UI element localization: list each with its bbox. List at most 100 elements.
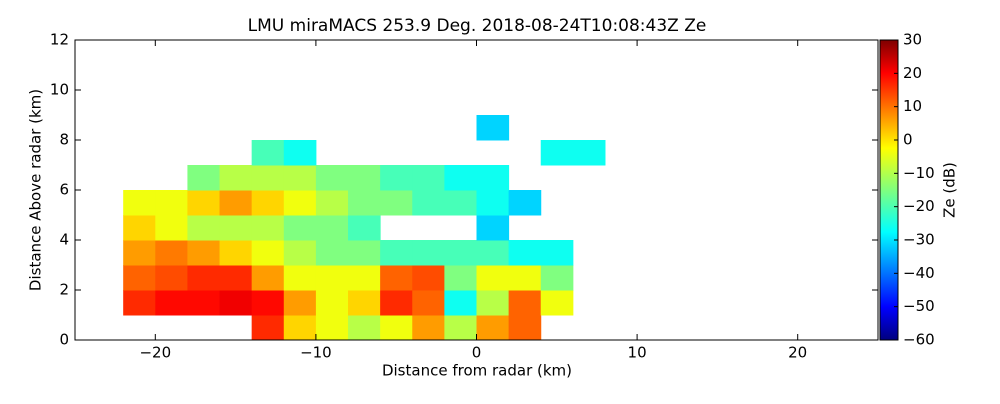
radar-cell [219,190,253,216]
radar-cell [155,240,188,266]
x-tick-label: 0 [472,344,482,362]
radar-cell [540,140,574,166]
radar-cell [348,315,381,341]
radar-cell [251,240,285,266]
colorbar-tick-label: 30 [903,31,922,49]
radar-cell [540,290,574,316]
radar-cell [123,290,156,316]
radar-cell [444,165,477,191]
radar-cell [283,290,317,316]
radar-cell [251,215,285,241]
radar-cell [348,215,381,241]
radar-cell [508,290,542,316]
y-tick-label: 6 [59,181,69,199]
radar-cell [348,265,381,291]
radar-cell [283,240,317,266]
radar-cell [187,165,221,191]
radar-cell [219,240,253,266]
radar-cell [444,290,477,316]
radar-cell [444,240,477,266]
radar-cell [187,265,221,291]
radar-cell [348,190,381,216]
radar-cell [251,190,285,216]
radar-cell [155,265,188,291]
radar-cell [123,240,156,266]
y-axis-label: Distance Above radar (km) [27,89,45,291]
radar-cell [155,190,188,216]
radar-cell [476,315,510,341]
radar-cell [219,290,253,316]
radar-cell [283,315,317,341]
radar-cell [283,190,317,216]
radar-cell [476,240,510,266]
radar-cell [380,190,413,216]
radar-cell [380,290,413,316]
radar-cell [508,265,542,291]
radar-cell [380,265,413,291]
radar-cell [476,115,510,141]
radar-cell [476,290,510,316]
radar-cell [412,240,445,266]
radar-cell [380,165,413,191]
radar-cell [315,215,349,241]
radar-cell [476,215,510,241]
radar-cell [412,315,445,341]
radar-cell [508,190,542,216]
radar-cell [283,265,317,291]
colorbar [879,39,899,341]
radar-cell [251,265,285,291]
radar-cell [315,240,349,266]
y-tick-label: 8 [59,131,69,149]
radar-cell [219,165,253,191]
radar-cell [219,265,253,291]
chart-title: LMU miraMACS 253.9 Deg. 2018-08-24T10:08… [248,16,707,36]
radar-cell [251,140,285,166]
radar-cell [123,265,156,291]
radar-cell [251,290,285,316]
radar-cell [540,240,574,266]
y-tick-label: 0 [59,331,69,349]
radar-cell [187,190,221,216]
radar-cell [155,215,188,241]
radar-cell [572,140,606,166]
radar-cell [444,315,477,341]
y-tick-label: 10 [50,81,69,99]
x-tick-label: 20 [788,344,807,362]
radar-cell [251,315,285,341]
radar-cell [540,265,574,291]
colorbar-tick-label: −10 [903,164,935,182]
radar-cell [380,240,413,266]
x-tick-label: −20 [139,344,171,362]
radar-cell [315,315,349,341]
radar-cell [315,290,349,316]
radar-cell [315,190,349,216]
radar-cell [412,165,445,191]
x-tick-label: 10 [628,344,647,362]
colorbar-tick-label: −50 [903,297,935,315]
radar-cell [380,315,413,341]
radar-cell [155,290,188,316]
radar-cell [444,190,477,216]
colorbar-tick-label: −20 [903,197,935,215]
radar-cell [508,315,542,341]
colorbar-tick-label: 0 [903,131,913,149]
x-tick-label: −10 [300,344,332,362]
colorbar-tick-label: −60 [903,331,935,349]
radar-cell [476,265,510,291]
colorbar-tick-label: −40 [903,264,935,282]
y-tick-label: 2 [59,281,69,299]
radar-cell [348,290,381,316]
radar-cell [412,290,445,316]
y-tick-label: 12 [50,31,69,49]
radar-cell [283,165,317,191]
x-axis-label: Distance from radar (km) [382,362,572,380]
radar-cell [123,215,156,241]
radar-cell [476,165,510,191]
colorbar-tick-label: −30 [903,231,935,249]
radar-cell [412,265,445,291]
radar-cell [348,240,381,266]
radar-cell [283,215,317,241]
radar-cell [508,240,542,266]
radar-cell [348,165,381,191]
